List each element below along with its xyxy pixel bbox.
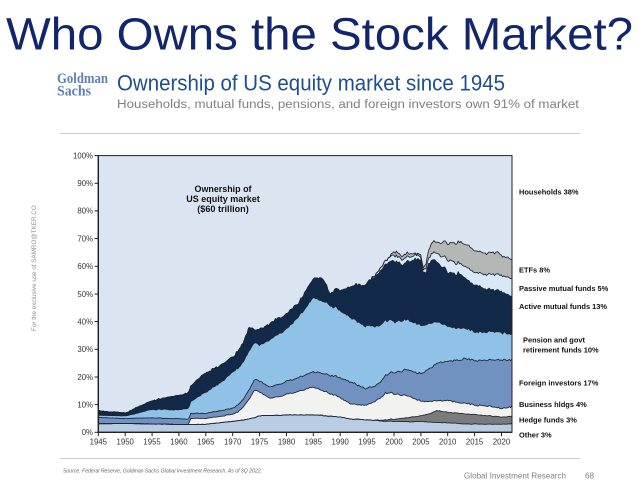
- svg-text:Pension and govt: Pension and govt: [523, 336, 586, 345]
- svg-text:20%: 20%: [77, 373, 93, 382]
- svg-text:1975: 1975: [251, 437, 269, 446]
- svg-text:2015: 2015: [466, 437, 484, 446]
- svg-text:Hedge funds 3%: Hedge funds 3%: [519, 416, 577, 425]
- svg-text:90%: 90%: [77, 179, 93, 188]
- svg-text:Passive mutual funds 5%: Passive mutual funds 5%: [519, 284, 609, 293]
- svg-text:70%: 70%: [77, 234, 93, 243]
- svg-text:ETFs 8%: ETFs 8%: [519, 266, 550, 275]
- svg-text:US equity market: US equity market: [186, 194, 260, 204]
- svg-text:1955: 1955: [143, 437, 161, 446]
- svg-text:10%: 10%: [77, 400, 93, 409]
- svg-text:100%: 100%: [73, 151, 93, 160]
- svg-text:Goldman: Goldman: [57, 71, 108, 87]
- svg-text:Households, mutual funds, pens: Households, mutual funds, pensions, and …: [117, 97, 580, 111]
- svg-text:retirement funds 10%: retirement funds 10%: [523, 346, 599, 355]
- svg-text:1995: 1995: [358, 437, 376, 446]
- svg-text:1980: 1980: [278, 437, 296, 446]
- svg-text:1985: 1985: [305, 437, 323, 446]
- svg-text:2010: 2010: [439, 437, 457, 446]
- svg-text:50%: 50%: [77, 290, 93, 299]
- svg-text:0%: 0%: [82, 428, 93, 437]
- svg-text:Who Owns the Stock Market?: Who Owns the Stock Market?: [6, 9, 633, 60]
- svg-text:Source: Federal Reserve, Goldm: Source: Federal Reserve, Goldman Sachs G…: [63, 469, 262, 475]
- svg-text:For the exclusive use of SAMRO: For the exclusive use of SAMRO@TKER.CO: [31, 205, 38, 331]
- svg-text:30%: 30%: [77, 345, 93, 354]
- svg-text:40%: 40%: [77, 317, 93, 326]
- svg-text:Sachs: Sachs: [57, 84, 91, 100]
- svg-text:2005: 2005: [412, 437, 430, 446]
- svg-text:1970: 1970: [224, 437, 242, 446]
- svg-text:Business hldgs 4%: Business hldgs 4%: [519, 400, 587, 409]
- svg-text:60%: 60%: [77, 262, 93, 271]
- svg-text:1990: 1990: [332, 437, 350, 446]
- svg-text:Households 38%: Households 38%: [519, 188, 579, 197]
- svg-text:Active mutual funds 13%: Active mutual funds 13%: [519, 302, 607, 311]
- svg-text:Global Investment Research: Global Investment Research: [464, 472, 566, 481]
- svg-text:80%: 80%: [77, 207, 93, 216]
- svg-text:Ownership of US equity market: Ownership of US equity market since 1945: [117, 70, 505, 95]
- svg-text:1945: 1945: [90, 437, 108, 446]
- svg-text:2020: 2020: [493, 437, 511, 446]
- svg-text:Other 3%: Other 3%: [519, 431, 552, 440]
- svg-text:1960: 1960: [170, 437, 188, 446]
- svg-text:1965: 1965: [197, 437, 215, 446]
- svg-text:2000: 2000: [385, 437, 403, 446]
- svg-text:($60 trillion): ($60 trillion): [197, 204, 249, 214]
- svg-text:1950: 1950: [117, 437, 135, 446]
- svg-text:Ownership of: Ownership of: [195, 184, 252, 194]
- svg-text:68: 68: [585, 472, 595, 481]
- svg-text:Foreign investors 17%: Foreign investors 17%: [519, 379, 599, 388]
